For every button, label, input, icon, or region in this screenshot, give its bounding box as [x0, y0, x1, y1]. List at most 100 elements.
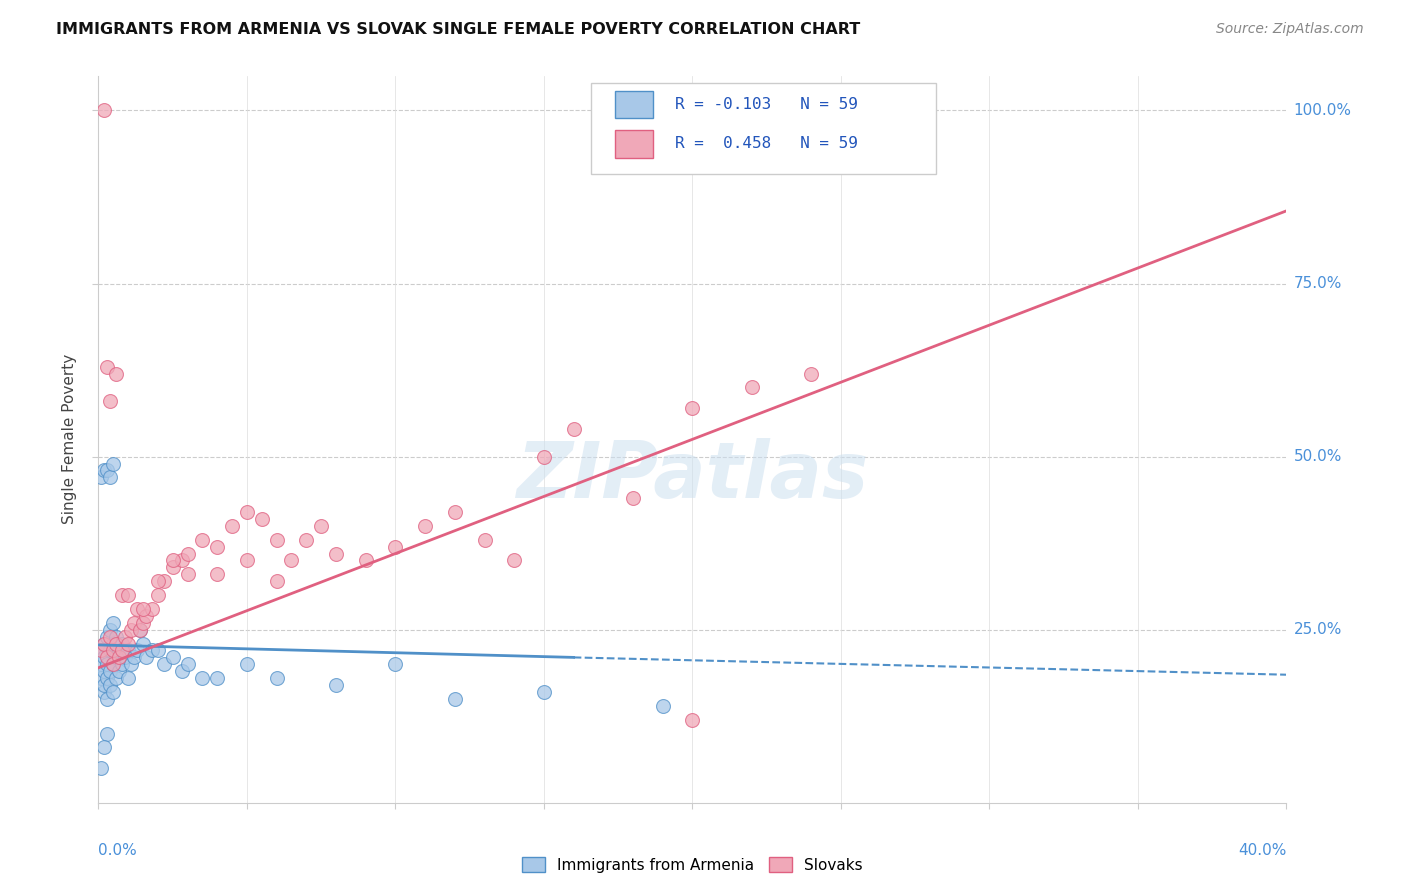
Point — [280, 553, 302, 567]
Point — [170, 553, 193, 567]
Point — [90, 643, 112, 657]
Point — [191, 671, 214, 685]
Point — [474, 533, 496, 547]
Point — [111, 588, 134, 602]
Point — [681, 713, 703, 727]
Point — [236, 657, 259, 672]
Point — [90, 657, 112, 672]
Point — [146, 574, 169, 589]
Point — [120, 657, 142, 672]
FancyBboxPatch shape — [616, 130, 654, 158]
Text: Source: ZipAtlas.com: Source: ZipAtlas.com — [1216, 22, 1364, 37]
Point — [103, 657, 125, 672]
Point — [132, 615, 155, 630]
Point — [266, 574, 288, 589]
Point — [152, 574, 174, 589]
Point — [621, 491, 644, 505]
Point — [90, 643, 112, 657]
Point — [96, 726, 118, 740]
Point — [651, 698, 673, 713]
Point — [125, 602, 148, 616]
Point — [221, 519, 243, 533]
Text: ZIPatlas: ZIPatlas — [516, 438, 869, 514]
Point — [103, 643, 125, 657]
Point — [503, 553, 526, 567]
Point — [146, 588, 169, 602]
Point — [117, 671, 139, 685]
Point — [325, 678, 347, 692]
Point — [90, 470, 112, 484]
Point — [129, 623, 152, 637]
Point — [205, 567, 228, 582]
Point — [122, 615, 145, 630]
Point — [111, 636, 134, 650]
Legend: Immigrants from Armenia, Slovaks: Immigrants from Armenia, Slovaks — [516, 851, 869, 879]
Point — [111, 643, 134, 657]
Point — [98, 643, 121, 657]
Point — [98, 623, 121, 637]
Point — [205, 540, 228, 554]
Point — [105, 650, 128, 665]
Point — [533, 450, 555, 464]
Point — [98, 394, 121, 409]
FancyBboxPatch shape — [616, 91, 654, 119]
Point — [93, 636, 115, 650]
Point — [103, 685, 125, 699]
Point — [93, 665, 115, 679]
Point — [96, 692, 118, 706]
Point — [443, 692, 465, 706]
Point — [117, 588, 139, 602]
Point — [170, 665, 193, 679]
Point — [800, 367, 823, 381]
Point — [114, 650, 136, 665]
Point — [309, 519, 332, 533]
Point — [176, 547, 198, 561]
Point — [384, 540, 406, 554]
Point — [108, 650, 131, 665]
Point — [533, 685, 555, 699]
Point — [122, 650, 145, 665]
Point — [152, 657, 174, 672]
Point — [117, 636, 139, 650]
Text: 40.0%: 40.0% — [1239, 843, 1286, 858]
Point — [266, 671, 288, 685]
Point — [96, 671, 118, 685]
Text: 100.0%: 100.0% — [1294, 103, 1351, 118]
Text: 75.0%: 75.0% — [1294, 276, 1341, 291]
Point — [562, 422, 585, 436]
Point — [295, 533, 318, 547]
Point — [90, 671, 112, 685]
Point — [96, 359, 118, 374]
Point — [443, 505, 465, 519]
Point — [108, 665, 131, 679]
Point — [354, 553, 377, 567]
Point — [132, 602, 155, 616]
FancyBboxPatch shape — [592, 83, 936, 174]
Point — [103, 657, 125, 672]
Point — [132, 636, 155, 650]
Point — [162, 650, 184, 665]
Point — [98, 470, 121, 484]
Point — [162, 553, 184, 567]
Point — [103, 457, 125, 471]
Text: IMMIGRANTS FROM ARMENIA VS SLOVAK SINGLE FEMALE POVERTY CORRELATION CHART: IMMIGRANTS FROM ARMENIA VS SLOVAK SINGLE… — [56, 22, 860, 37]
Point — [96, 463, 118, 477]
Point — [135, 650, 157, 665]
Point — [191, 533, 214, 547]
Point — [96, 630, 118, 644]
Point — [98, 665, 121, 679]
Point — [141, 643, 163, 657]
Point — [114, 630, 136, 644]
Point — [413, 519, 436, 533]
Point — [117, 643, 139, 657]
Point — [105, 636, 128, 650]
Point — [93, 650, 115, 665]
Text: 25.0%: 25.0% — [1294, 623, 1341, 637]
Point — [90, 761, 112, 775]
Point — [111, 657, 134, 672]
Point — [176, 567, 198, 582]
Y-axis label: Single Female Poverty: Single Female Poverty — [62, 354, 77, 524]
Text: R =  0.458   N = 59: R = 0.458 N = 59 — [675, 136, 858, 152]
Point — [93, 740, 115, 755]
Point — [741, 380, 763, 394]
